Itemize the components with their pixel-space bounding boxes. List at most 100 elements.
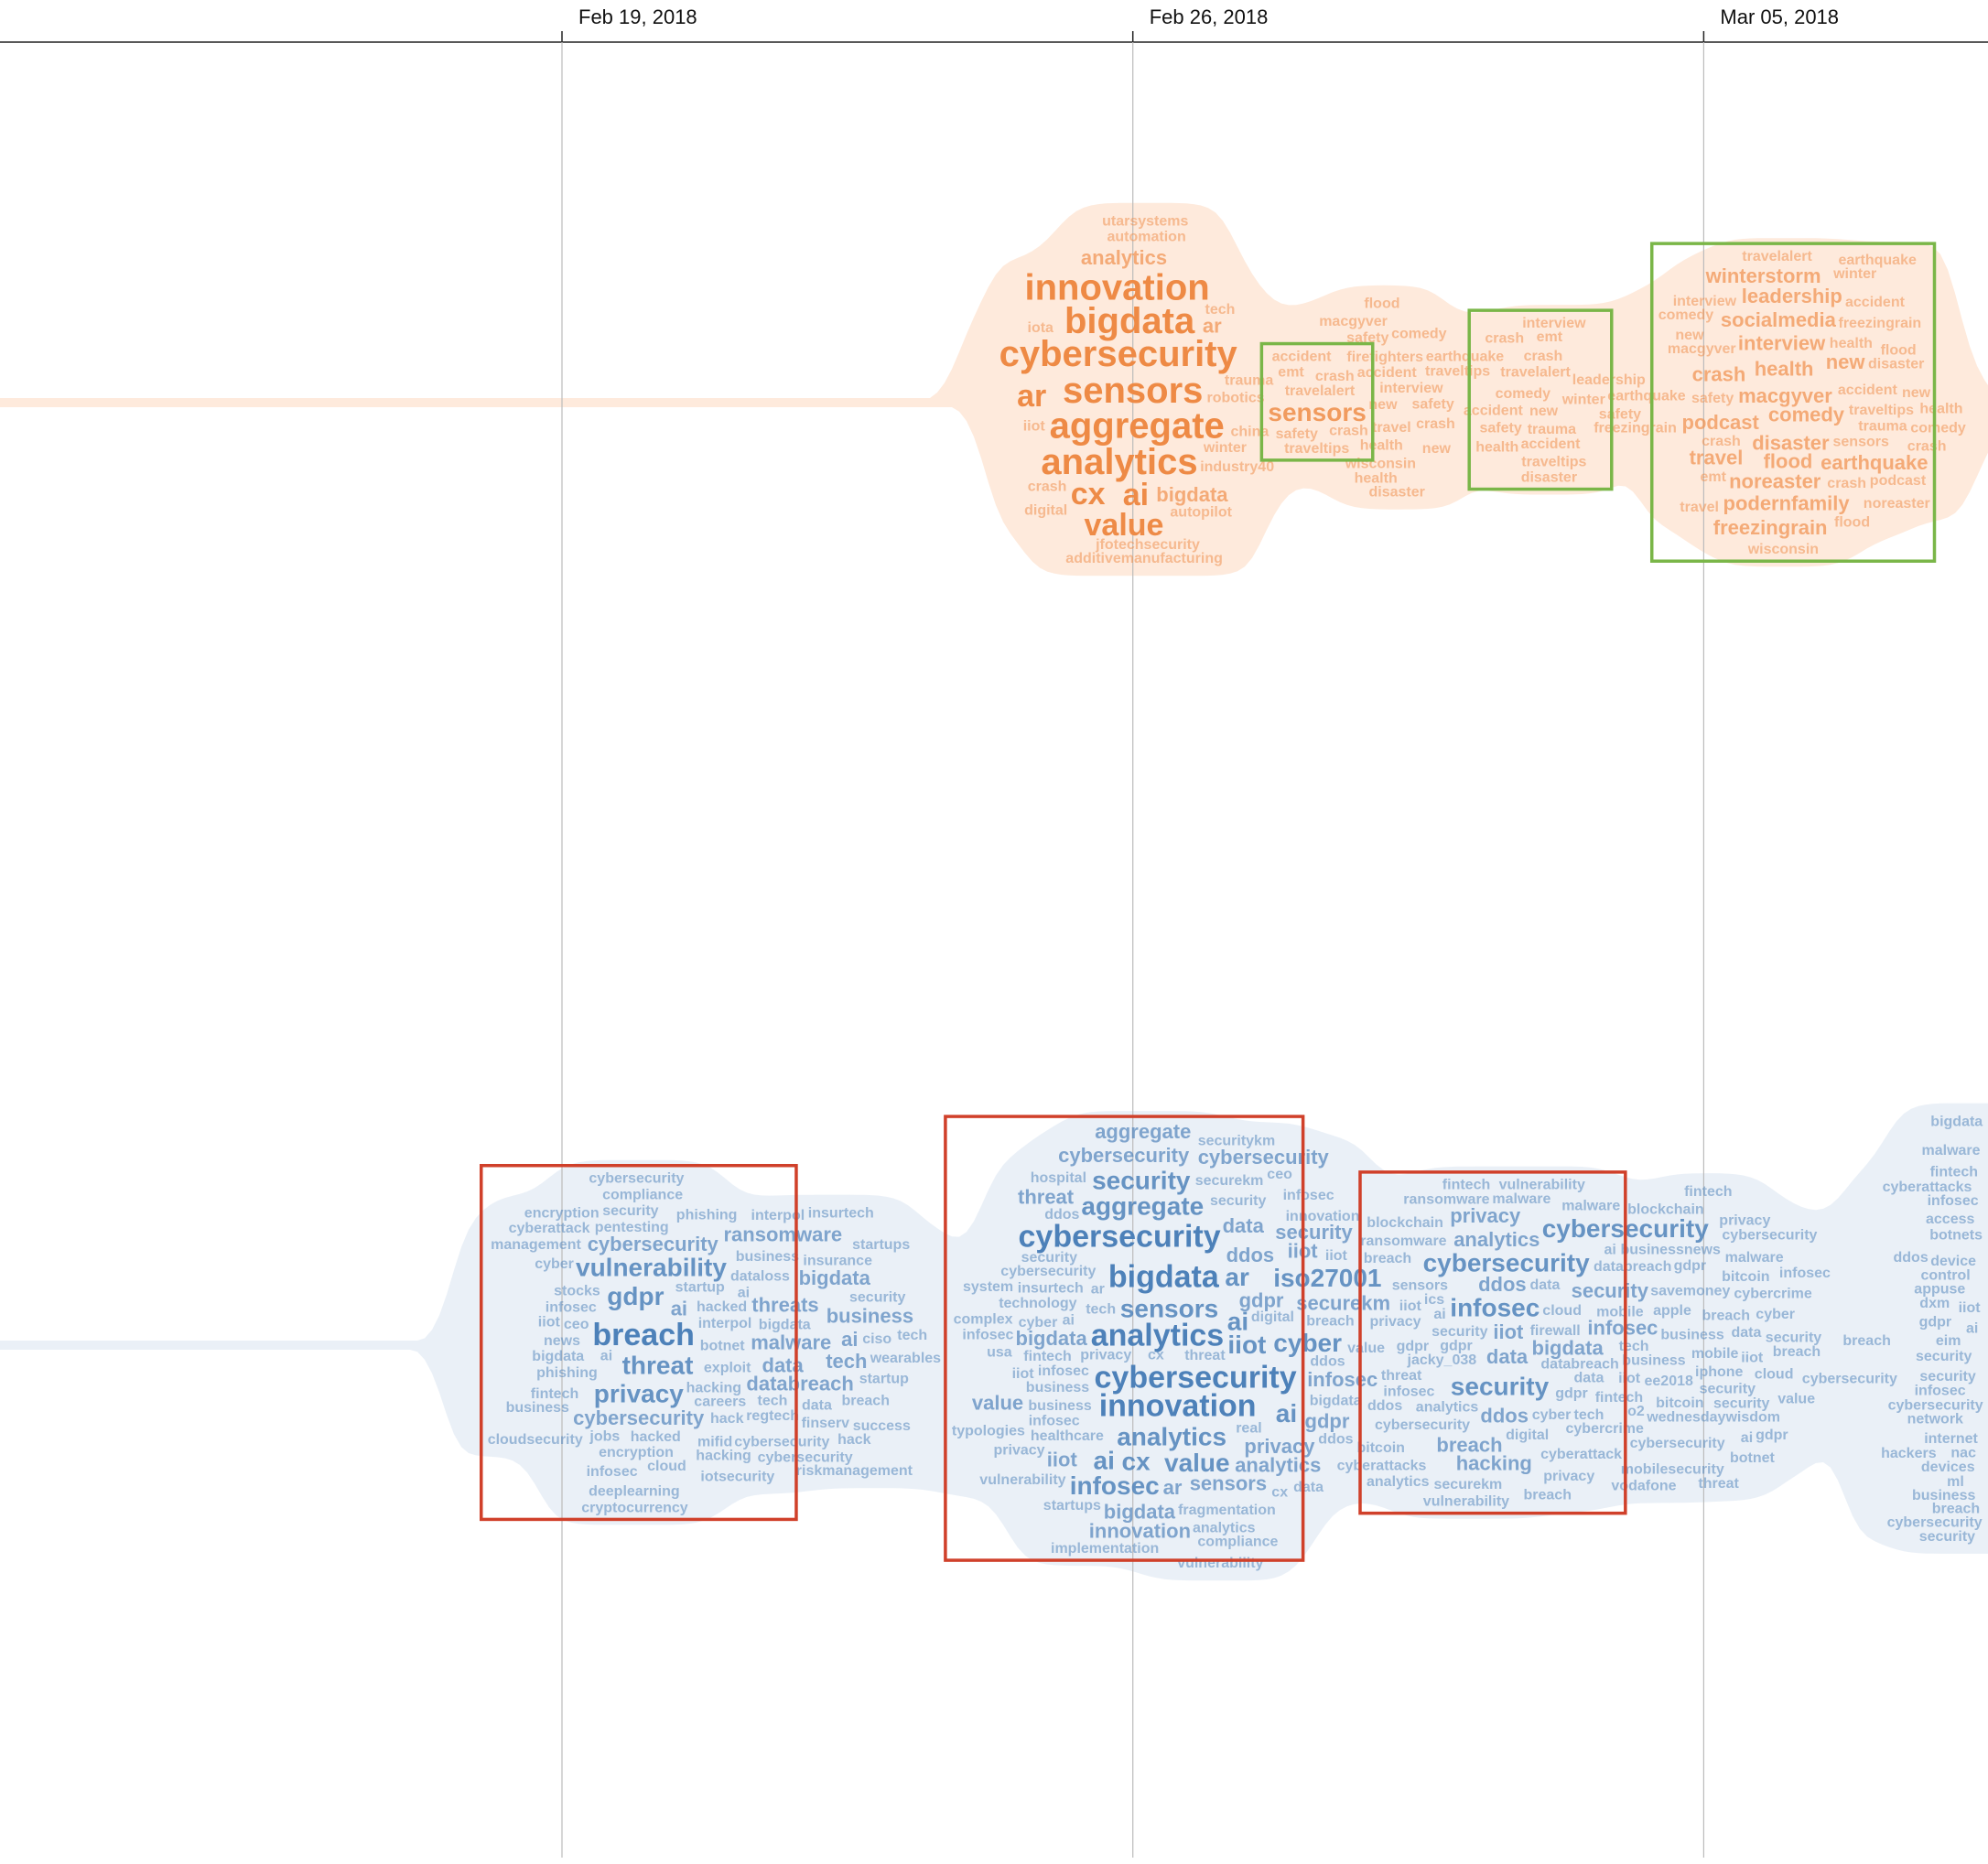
- word: cyberattack: [509, 1221, 590, 1236]
- word: malware: [1922, 1143, 1981, 1158]
- word: databreach: [1540, 1356, 1618, 1372]
- word: aggregate: [1081, 1191, 1204, 1220]
- word: sensors: [1063, 371, 1203, 411]
- word: crash: [1827, 476, 1866, 491]
- word: malware: [1492, 1191, 1550, 1207]
- word: fintech: [1442, 1178, 1490, 1193]
- word: crash: [1315, 369, 1355, 384]
- word: gdpr: [1397, 1339, 1430, 1354]
- word: privacy: [1370, 1314, 1421, 1330]
- word: bigdata: [1310, 1393, 1362, 1408]
- word: ar: [1017, 379, 1046, 414]
- word: typologies: [952, 1423, 1025, 1438]
- word: security: [1210, 1193, 1266, 1209]
- word: fintech: [1684, 1184, 1732, 1200]
- word: gdpr: [1919, 1315, 1952, 1331]
- word: analytics: [1453, 1228, 1540, 1251]
- word: cx: [1071, 477, 1106, 512]
- word: vodafone: [1611, 1478, 1676, 1493]
- word: data: [1732, 1325, 1762, 1341]
- word: implementation: [1051, 1541, 1159, 1557]
- word: cybersecurity: [1058, 1144, 1190, 1167]
- word: freezingrain: [1594, 421, 1677, 436]
- word: hacked: [697, 1299, 747, 1315]
- word: cybersecurity: [758, 1449, 853, 1465]
- word: crash: [1416, 416, 1455, 432]
- word: iiot: [538, 1315, 561, 1331]
- word: analytics: [1235, 1454, 1321, 1477]
- word: winter: [1203, 440, 1247, 456]
- word: privacy: [594, 1380, 684, 1408]
- word: fintech: [1023, 1349, 1071, 1364]
- word: privacy: [1450, 1204, 1521, 1227]
- word: security: [602, 1203, 658, 1219]
- word: mobile: [1691, 1346, 1739, 1362]
- word: analytics: [1416, 1400, 1479, 1416]
- word: blockchain: [1367, 1215, 1443, 1231]
- word: bigdata: [1108, 1260, 1220, 1295]
- word: sensors: [1392, 1278, 1448, 1294]
- green-highlight-box: [1259, 341, 1375, 462]
- word: infosec: [1283, 1188, 1334, 1203]
- word: macgyver: [1319, 314, 1388, 329]
- word: startup: [859, 1372, 909, 1387]
- word: dxm: [1919, 1296, 1950, 1311]
- word: cyber: [1273, 1329, 1342, 1357]
- word: sensors: [1120, 1295, 1218, 1323]
- word: podcast: [1682, 411, 1760, 434]
- word: business: [1026, 1380, 1089, 1395]
- word: blockchain: [1627, 1202, 1704, 1218]
- word: deeplearning: [589, 1484, 680, 1500]
- word: leadership: [1572, 372, 1646, 388]
- word: data: [1574, 1370, 1604, 1385]
- word: ai: [1741, 1430, 1753, 1446]
- word: winterstorm: [1705, 264, 1821, 287]
- word: privacy: [1543, 1469, 1594, 1484]
- word: ics: [1424, 1292, 1444, 1308]
- word: threats: [751, 1293, 818, 1316]
- word: bitcoin: [1357, 1440, 1405, 1456]
- word: cx: [1122, 1448, 1151, 1476]
- word: securekm: [1296, 1292, 1390, 1315]
- word: cloud: [1542, 1303, 1582, 1319]
- word: ransomware: [1360, 1234, 1446, 1249]
- word: exploit: [704, 1361, 751, 1376]
- word: hospital: [1031, 1170, 1086, 1186]
- word: new: [1826, 350, 1866, 373]
- word: mifid: [697, 1435, 732, 1450]
- word: flood: [1881, 343, 1917, 359]
- word: threat: [1698, 1476, 1739, 1492]
- word: internet: [1924, 1431, 1978, 1447]
- word: comedy: [1910, 420, 1966, 436]
- word: cybersecurity: [734, 1435, 829, 1450]
- word: hack: [710, 1411, 744, 1427]
- word: breach: [1842, 1333, 1890, 1349]
- word: data: [1486, 1345, 1529, 1368]
- word: security: [1713, 1396, 1769, 1412]
- word: cybersecurity: [1375, 1417, 1470, 1433]
- word: fragmentation: [1178, 1503, 1276, 1518]
- word: travelalert: [1742, 249, 1812, 264]
- word: interview: [1738, 332, 1826, 355]
- word: iiot: [1618, 1371, 1641, 1386]
- word: noreaster: [1729, 469, 1821, 492]
- word: botnets: [1929, 1228, 1983, 1244]
- word: threat: [1381, 1368, 1422, 1384]
- word: sensors: [1190, 1472, 1267, 1495]
- word: tech: [1086, 1302, 1116, 1318]
- word: jobs: [589, 1428, 620, 1444]
- word: ar: [1163, 1476, 1183, 1499]
- word: bigdata: [1104, 1500, 1176, 1523]
- word: traveltips: [1521, 454, 1586, 469]
- word: eim: [1936, 1333, 1961, 1349]
- word: emt: [1701, 469, 1727, 485]
- word: health: [1919, 401, 1962, 416]
- word: cloud: [1755, 1367, 1794, 1383]
- word: real: [1236, 1421, 1261, 1437]
- word: disaster: [1369, 485, 1425, 501]
- word: breach: [1524, 1488, 1572, 1503]
- word: digital: [1251, 1309, 1294, 1325]
- word: infosec: [546, 1300, 597, 1316]
- word: startup: [675, 1280, 725, 1296]
